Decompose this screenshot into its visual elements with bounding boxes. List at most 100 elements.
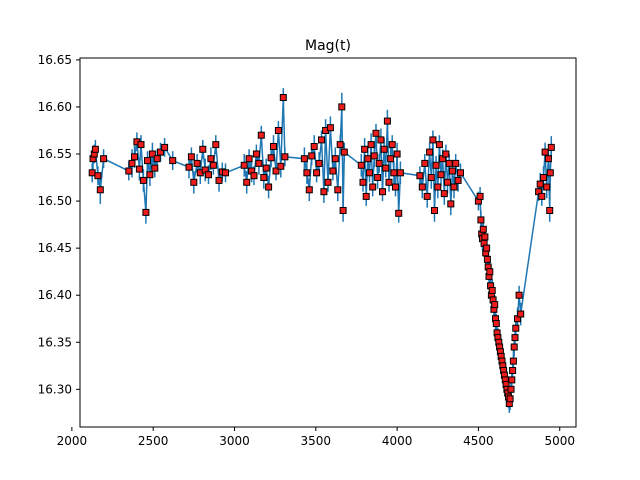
data-point	[329, 167, 337, 175]
data-point	[393, 150, 401, 158]
data-point	[479, 225, 487, 233]
data-point	[315, 159, 323, 167]
data-point	[144, 157, 151, 165]
data-point	[169, 157, 177, 165]
data-point	[336, 141, 344, 149]
data-point	[385, 178, 393, 186]
data-point	[135, 165, 143, 173]
data-point	[380, 145, 388, 153]
data-point	[250, 172, 258, 180]
data-point	[277, 162, 285, 170]
data-point	[267, 154, 275, 162]
data-point	[444, 178, 451, 186]
data-point	[240, 161, 248, 169]
data-point	[313, 169, 321, 177]
data-point	[488, 287, 496, 294]
data-point	[131, 153, 138, 161]
data-point	[372, 129, 380, 137]
data-point	[260, 174, 268, 181]
y-tick-label: 16.55	[38, 147, 72, 161]
data-point	[374, 174, 382, 181]
data-point	[357, 161, 365, 169]
y-tick-label: 16.45	[38, 241, 72, 255]
data-point	[543, 183, 551, 191]
data-point	[448, 167, 456, 175]
data-point	[318, 136, 325, 144]
plot-layer	[88, 88, 555, 413]
data-point	[517, 310, 525, 318]
x-tick-label: 2500	[138, 434, 169, 448]
data-point	[257, 131, 265, 139]
data-point	[146, 171, 154, 179]
data-point	[359, 178, 367, 186]
data-point	[370, 152, 378, 160]
data-point	[125, 167, 133, 175]
data-point	[379, 188, 386, 196]
data-point	[442, 150, 450, 158]
data-point	[395, 209, 403, 217]
y-tick-label: 16.35	[38, 335, 72, 349]
data-point	[324, 178, 332, 186]
data-point	[272, 167, 280, 175]
data-point	[212, 141, 220, 149]
data-point	[205, 171, 212, 179]
data-point	[243, 178, 251, 186]
data-point	[427, 174, 435, 181]
data-point	[270, 143, 277, 150]
x-tick-label: 4000	[382, 434, 413, 448]
data-point	[157, 148, 164, 156]
data-point	[507, 385, 515, 393]
data-point	[207, 155, 215, 163]
data-point	[305, 186, 313, 194]
data-point	[388, 141, 396, 149]
data-point	[279, 94, 287, 101]
x-axis: 2000 2500 3000 3500 4000 4500 5000	[57, 427, 575, 448]
data-point	[245, 155, 253, 163]
data-point	[303, 169, 311, 177]
axes-frame	[79, 57, 577, 428]
data-point	[486, 268, 494, 276]
data-point	[161, 143, 169, 151]
data-point	[508, 376, 516, 384]
data-point	[148, 150, 156, 158]
data-point	[338, 103, 346, 111]
data-point	[383, 117, 391, 125]
data-point	[320, 188, 328, 196]
data-point	[153, 155, 161, 163]
data-point	[190, 178, 198, 186]
data-point	[426, 148, 434, 156]
data-point	[91, 145, 99, 153]
data-point	[445, 159, 453, 167]
data-point	[457, 169, 464, 177]
data-point	[544, 155, 552, 163]
data-point	[429, 136, 437, 144]
data-point	[94, 172, 102, 180]
x-tick-label: 5000	[544, 434, 575, 448]
data-point	[262, 164, 270, 172]
data-point	[546, 169, 554, 177]
data-point	[193, 159, 201, 167]
data-point	[452, 159, 460, 167]
chart-title: Mag(t)	[305, 38, 351, 54]
data-point	[447, 200, 455, 208]
data-point	[450, 183, 458, 191]
data-point	[483, 244, 491, 252]
data-point	[255, 159, 263, 167]
data-point	[541, 148, 549, 156]
data-point	[538, 192, 546, 200]
data-point	[511, 334, 519, 342]
data-point	[421, 159, 429, 167]
data-point	[481, 233, 489, 241]
data-point	[367, 141, 375, 149]
data-point	[199, 145, 207, 153]
data-point	[151, 164, 159, 172]
data-point	[546, 207, 554, 214]
data-point	[334, 186, 342, 194]
data-point	[369, 183, 377, 191]
y-tick-label: 16.50	[38, 194, 72, 208]
data-point	[362, 192, 370, 200]
data-point	[418, 183, 426, 191]
data-point	[390, 169, 398, 177]
data-point	[187, 153, 195, 161]
data-point	[96, 186, 104, 194]
